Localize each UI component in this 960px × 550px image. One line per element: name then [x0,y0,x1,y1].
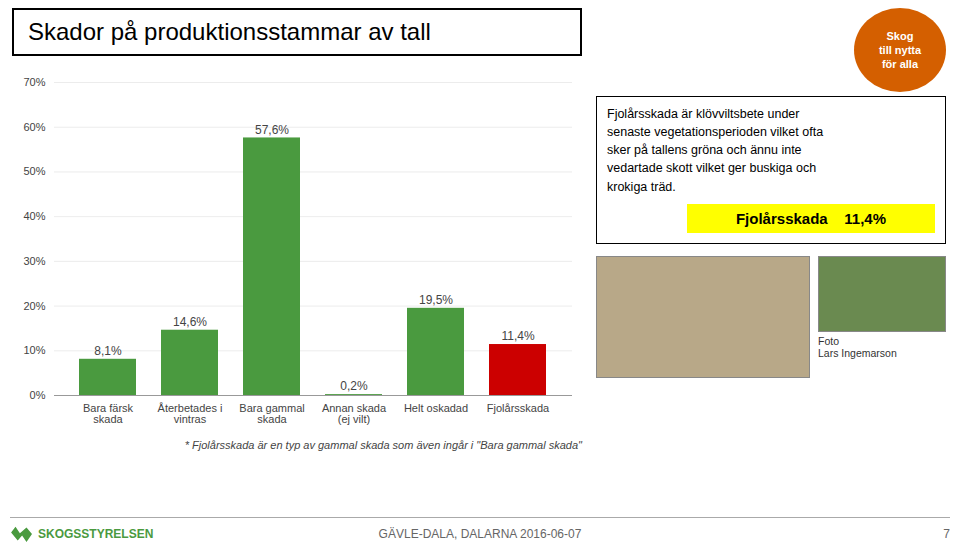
html-text:Skador på produktionsstammar a: Skador på produktionsstammar av tall [28,18,431,45]
svg-text:70%: 70% [23,76,45,88]
html-text:Skog till nytta för alla: Skog till nytta för alla [878,29,922,71]
svg-text:40%: 40% [23,210,45,222]
html-text:Foto Lars Ingemarson: Foto Lars Ingemarson [818,334,897,359]
svg-text:57,6%: 57,6% [255,123,289,137]
svg-text:Helt oskadad: Helt oskadad [404,402,468,414]
svg-text:20%: 20% [23,300,45,312]
svg-text:11,4%: 11,4% [501,329,534,343]
svg-text:Bara färskskada: Bara färskskada [83,402,134,425]
svg-text:8,1%: 8,1% [94,344,122,358]
svg-text:0%: 0% [30,389,46,401]
svg-text:60%: 60% [23,121,45,133]
svg-text:Annan skada(ej vilt): Annan skada(ej vilt) [322,402,387,425]
html-text:Fjolårsskada är klövviltsbete: Fjolårsskada är klövviltsbete under sena… [607,107,824,194]
svg-text:Fjolårsskada: Fjolårsskada [487,402,550,414]
svg-text:50%: 50% [23,165,45,177]
html-text:Fjolårsskada 11,4%: Fjolårsskada 11,4% [736,209,886,227]
svg-text:30%: 30% [23,255,45,267]
svg-text:0,2%: 0,2% [340,379,368,393]
svg-text:14,6%: 14,6% [173,315,207,329]
html-text:* Fjolårsskada är en typ av ga: * Fjolårsskada är en typ av gammal skada… [184,439,582,451]
svg-text:10%: 10% [23,344,45,356]
html-text:7: 7 [943,527,950,541]
svg-text:Återbetades ivintras: Återbetades ivintras [158,402,223,425]
html-text:GÄVLE-DALA, DALARNA 2016-06-07: GÄVLE-DALA, DALARNA 2016-06-07 [378,527,582,541]
svg-text:19,5%: 19,5% [419,293,453,307]
svg-text:Bara gammalskada: Bara gammalskada [239,402,304,425]
html-text:SKOGSSTYRELSEN: SKOGSSTYRELSEN [38,527,154,541]
